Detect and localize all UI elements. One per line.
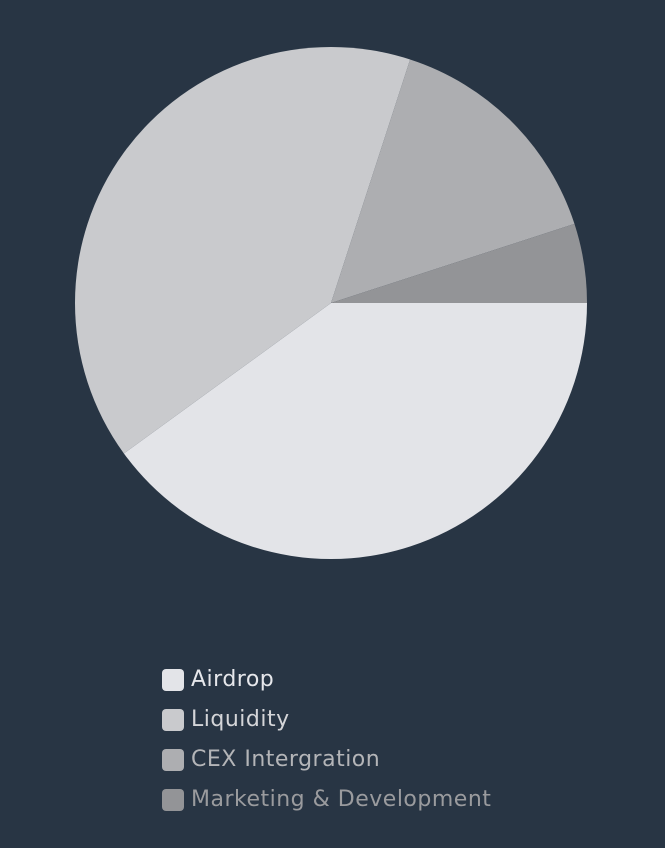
chart-legend: Airdrop Liquidity CEX Intergration Marke… bbox=[162, 660, 582, 820]
legend-swatch-cex-intergration bbox=[162, 749, 184, 771]
legend-item-airdrop[interactable]: Airdrop bbox=[162, 660, 582, 700]
legend-swatch-marketing-development bbox=[162, 789, 184, 811]
legend-item-marketing-development[interactable]: Marketing & Development bbox=[162, 780, 582, 820]
legend-label-liquidity: Liquidity bbox=[191, 709, 290, 731]
pie-chart-svg bbox=[0, 0, 665, 600]
legend-label-marketing-development: Marketing & Development bbox=[191, 789, 491, 811]
legend-label-cex-intergration: CEX Intergration bbox=[191, 749, 380, 771]
legend-swatch-airdrop bbox=[162, 669, 184, 691]
legend-swatch-liquidity bbox=[162, 709, 184, 731]
legend-item-cex-intergration[interactable]: CEX Intergration bbox=[162, 740, 582, 780]
legend-item-liquidity[interactable]: Liquidity bbox=[162, 700, 582, 740]
legend-label-airdrop: Airdrop bbox=[191, 669, 274, 691]
pie-chart bbox=[0, 0, 665, 600]
